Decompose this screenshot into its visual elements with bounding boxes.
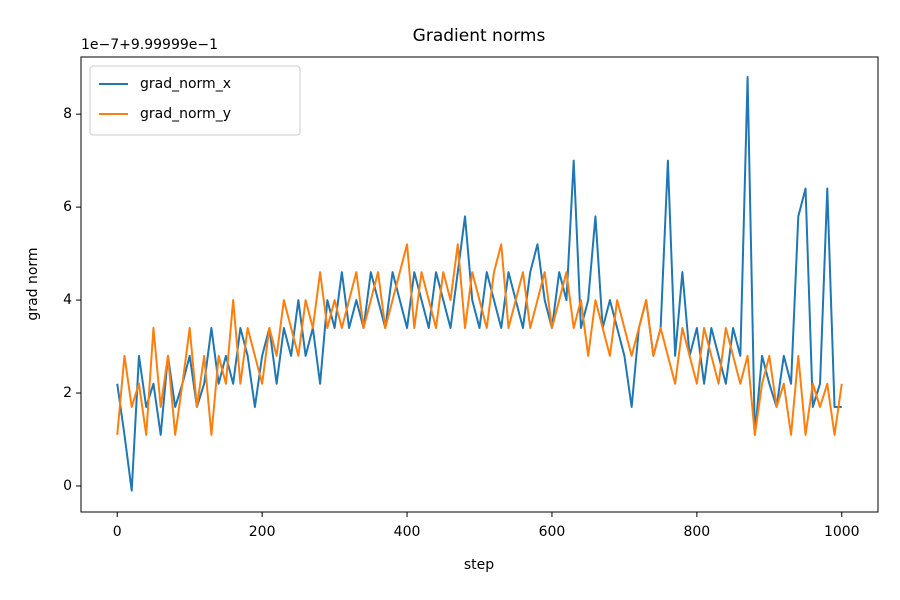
legend: grad_norm_x grad_norm_y [89, 65, 301, 136]
x-tick-label: 400 [394, 524, 421, 540]
x-tick-label: 200 [249, 524, 276, 540]
legend-box [89, 65, 301, 136]
legend-label: grad_norm_y [140, 106, 231, 122]
x-tick-label: 0 [113, 524, 122, 540]
x-axis-label: step [464, 557, 494, 573]
y-tick-label: 2 [63, 385, 72, 401]
y-tick-label: 6 [63, 199, 72, 215]
x-tick-label: 600 [539, 524, 566, 540]
chart-title: Gradient norms [413, 26, 546, 46]
plot-frame [80, 56, 879, 513]
y-offset-label: 1e−7+9.99999e−1 [81, 37, 218, 53]
x-tick-label: 800 [683, 524, 710, 540]
data-line [116, 243, 843, 436]
x-tick-label: 1000 [824, 524, 860, 540]
y-tick-label: 0 [63, 478, 72, 494]
y-tick-label: 4 [63, 292, 72, 308]
data-line [116, 75, 842, 492]
y-axis-label: grad norm [25, 247, 41, 320]
y-tick-label: 8 [63, 106, 72, 122]
legend-label: grad_norm_x [140, 76, 231, 92]
